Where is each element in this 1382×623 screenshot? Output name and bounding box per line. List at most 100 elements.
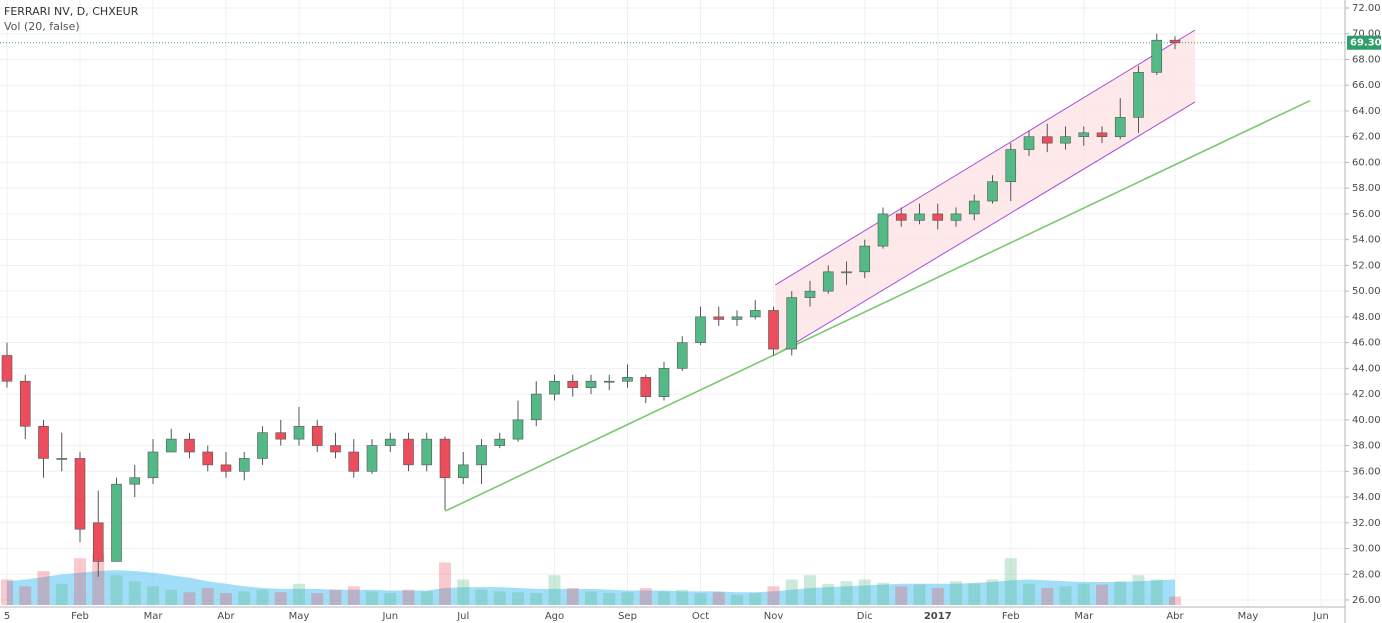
candle-body <box>768 310 779 350</box>
volume-bar <box>74 558 86 605</box>
candle-body <box>1169 39 1181 44</box>
candle-body <box>111 483 122 562</box>
candle-body <box>950 213 962 221</box>
volume-bar <box>676 589 689 605</box>
volume-bar <box>931 588 944 605</box>
candle-body <box>74 458 86 530</box>
volume-bar <box>37 571 50 605</box>
candle-body <box>749 310 761 318</box>
volume-bar <box>366 591 378 605</box>
volume-bar <box>1023 583 1035 605</box>
x-tick-label: Mar <box>144 611 164 622</box>
x-tick-label: Jul <box>456 611 469 622</box>
x-tick-label: May <box>289 611 310 622</box>
candle-body <box>932 213 944 221</box>
last-price-label: 69.30 <box>1350 38 1382 49</box>
candle-body <box>549 380 560 395</box>
candle-body <box>384 438 396 446</box>
candle-body <box>987 181 998 202</box>
candle-body <box>804 290 816 298</box>
volume-bar <box>822 583 835 605</box>
trend-line <box>444 99 1311 512</box>
candle-body <box>293 425 305 440</box>
volume-bar <box>293 583 305 605</box>
candle-body <box>512 419 524 440</box>
candle-body <box>914 213 925 221</box>
y-tick-label: 26.00 <box>1352 595 1381 606</box>
candle-body <box>877 213 889 247</box>
y-tick-label: 38.00 <box>1352 441 1381 452</box>
candle-body <box>421 438 433 466</box>
x-tick-label: May <box>1238 611 1259 622</box>
candle-body <box>1023 136 1035 150</box>
volume-bar <box>731 594 743 605</box>
x-tick-label: 5 <box>4 611 10 622</box>
volume-bar <box>512 592 524 605</box>
volume-bar <box>384 593 397 605</box>
candle-body <box>38 425 49 459</box>
candle-body <box>311 425 323 446</box>
volume-bar <box>402 589 415 605</box>
y-tick-label: 52.00 <box>1352 260 1381 271</box>
x-tick-label: Nov <box>764 611 784 622</box>
volume-bar <box>347 586 360 605</box>
candle-body <box>147 451 159 479</box>
x-tick-label: Mar <box>1074 611 1094 622</box>
last-price-box <box>1347 35 1381 50</box>
candle-body <box>786 297 798 350</box>
y-tick-label: 34.00 <box>1352 492 1381 503</box>
volume-bar <box>804 575 816 605</box>
candle-body <box>257 432 268 459</box>
channel-line <box>775 101 1196 356</box>
volume-bar <box>147 586 159 605</box>
volume-bar <box>165 589 178 605</box>
volume-bar <box>256 589 269 605</box>
y-tick-label: 42.00 <box>1352 389 1381 400</box>
y-tick-label: 32.00 <box>1352 518 1381 529</box>
candle-body <box>275 432 287 440</box>
candle-body <box>439 438 451 479</box>
x-tick-label: Ago <box>545 611 564 622</box>
candle-body <box>640 377 652 397</box>
candle-body <box>603 380 615 383</box>
y-tick-label: 44.00 <box>1352 363 1381 374</box>
volume-ma-area <box>7 570 1175 605</box>
candle-body <box>530 393 542 421</box>
volume-bar <box>895 586 908 605</box>
x-tick-label: Jun <box>381 611 398 622</box>
candle-body <box>585 380 597 388</box>
candle-body <box>476 445 487 466</box>
volume-bar <box>877 582 889 605</box>
x-tick-label: Oct <box>692 611 709 622</box>
candle-body <box>1041 136 1053 144</box>
y-tick-label: 28.00 <box>1352 569 1381 580</box>
y-tick-label: 72.00 <box>1352 3 1381 14</box>
volume-bar <box>1077 583 1090 605</box>
volume-bar <box>767 586 780 605</box>
volume-bar <box>986 579 999 605</box>
volume-bar <box>1132 575 1145 605</box>
channel-fill <box>775 30 1196 355</box>
y-tick-label: 30.00 <box>1352 544 1381 555</box>
x-tick-label: Feb <box>1002 611 1020 622</box>
y-tick-label: 58.00 <box>1352 183 1381 194</box>
candle-body <box>1151 39 1163 73</box>
volume-bar <box>329 589 342 605</box>
channel-line <box>775 29 1196 286</box>
candle-body <box>841 271 852 274</box>
x-tick-label: 2017 <box>924 611 952 622</box>
candle-body <box>494 438 506 446</box>
candle-body <box>457 464 469 479</box>
volume-bar <box>1150 579 1163 605</box>
y-tick-label: 70.00 <box>1352 29 1381 40</box>
volume-bar <box>566 588 579 605</box>
candle-body <box>202 451 214 466</box>
x-tick-label: Feb <box>71 611 89 622</box>
y-tick-label: 64.00 <box>1352 106 1381 117</box>
y-tick-label: 60.00 <box>1352 157 1381 168</box>
candle-body <box>567 380 579 388</box>
volume-bar <box>585 591 597 605</box>
y-tick-label: 66.00 <box>1352 80 1381 91</box>
candle-body <box>1005 149 1017 183</box>
candle-body <box>1078 132 1090 137</box>
